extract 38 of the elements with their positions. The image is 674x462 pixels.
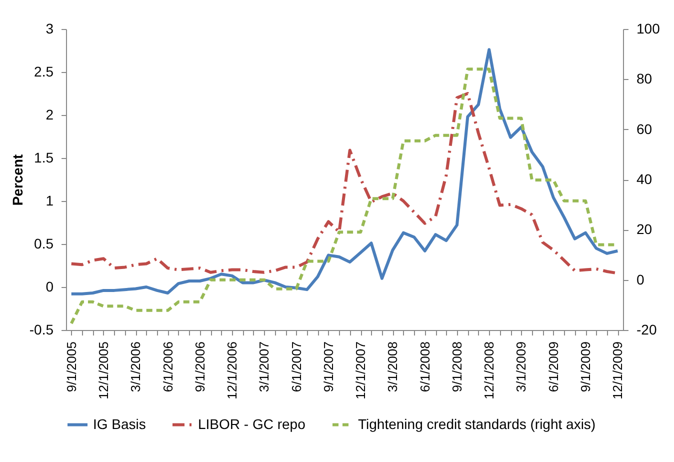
x-tick-label: 12/1/2007 <box>353 342 368 400</box>
x-tick-label: 3/1/2007 <box>256 342 272 392</box>
y-tick-label: -0.5 <box>29 322 54 338</box>
x-tick-label: 12/1/2005 <box>96 342 111 400</box>
legend-label: LIBOR - GC repo <box>198 416 306 432</box>
x-tick-label: 9/1/2007 <box>320 342 336 392</box>
x-tick-label: 12/1/2006 <box>224 342 240 400</box>
x-tick-label: 3/1/2008 <box>385 342 400 392</box>
line-series <box>70 48 620 296</box>
y-tick-label: 2 <box>46 106 54 122</box>
y-tick-label: 0 <box>46 278 54 294</box>
x-tick-label: 3/1/2009 <box>514 342 529 392</box>
y-axis-title: Percent <box>9 154 26 206</box>
x-tick-label: 9/1/2006 <box>192 342 208 392</box>
y-tick-label: 3 <box>46 20 54 36</box>
y2-tick-label: 0 <box>636 271 644 288</box>
y-tick-label: 1 <box>46 192 54 208</box>
x-tick-label: 12/1/2009 <box>610 342 626 400</box>
x-tick-label: 9/1/2005 <box>64 342 79 392</box>
y2-tick-label: 40 <box>636 171 652 187</box>
y2-tick-label: 20 <box>636 221 652 238</box>
y2-tick-label: 100 <box>636 20 660 36</box>
y2-tick-label: 80 <box>636 70 652 87</box>
x-tick-label: 6/1/2009 <box>546 342 561 392</box>
x-tick-label: 6/1/2006 <box>160 342 176 392</box>
x-tick-label: 9/1/2008 <box>449 342 464 392</box>
y2-tick-label: -20 <box>636 322 657 338</box>
y-tick-label: 1.5 <box>34 150 54 166</box>
legend-label: Tightening credit standards (right axis) <box>358 416 596 432</box>
x-tick-label: 9/1/2009 <box>578 342 594 392</box>
y-tick-label: 0.5 <box>34 236 54 252</box>
x-tick-label: 12/1/2008 <box>482 342 497 400</box>
x-tick-label: 6/1/2007 <box>288 342 304 392</box>
y2-tick-label: 60 <box>636 120 652 137</box>
legend-label: IG Basis <box>93 416 146 432</box>
y-tick-label: 2.5 <box>34 64 54 80</box>
x-tick-label: 3/1/2006 <box>128 342 144 392</box>
x-tick-label: 6/1/2008 <box>417 342 432 392</box>
